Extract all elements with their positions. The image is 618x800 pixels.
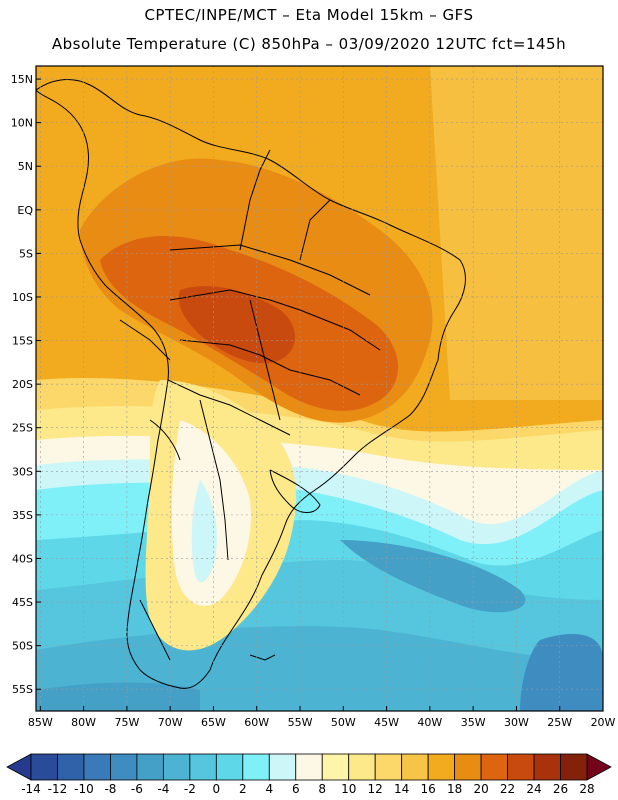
colorbar-swatch — [507, 753, 535, 781]
lat-tick-label: 5S — [19, 247, 33, 260]
colorbar-swatch — [268, 753, 297, 781]
chart-title-line1: CPTEC/INPE/MCT – Eta Model 15km – GFS — [144, 6, 474, 24]
lon-tick-label: 50W — [331, 716, 356, 729]
temperature-field — [36, 66, 603, 711]
colorbar-label: 0 — [213, 782, 221, 796]
lon-tick-label: 40W — [417, 716, 442, 729]
colorbar-label: 2 — [239, 782, 247, 796]
colorbar-label: 26 — [553, 782, 568, 796]
colorbar-swatch — [533, 753, 561, 781]
colorbar-swatch — [374, 753, 403, 781]
lon-tick-label: 55W — [288, 716, 313, 729]
colorbar-swatch — [401, 753, 429, 781]
colorbar-label: 4 — [265, 782, 273, 796]
colorbar-label: 6 — [292, 782, 300, 796]
lat-tick-label: 15N — [11, 73, 33, 86]
colorbar-swatch — [110, 753, 138, 781]
colorbar-label: 20 — [473, 782, 488, 796]
colorbar-swatch — [189, 753, 217, 781]
lat-tick-label: 25S — [12, 422, 33, 435]
lon-tick-label: 20W — [591, 716, 616, 729]
chart-title-line2: Absolute Temperature (C) 850hPa – 03/09/… — [51, 35, 567, 53]
lon-tick-label: 65W — [201, 716, 226, 729]
lat-tick-label: 5N — [18, 160, 33, 173]
lat-tick-label: 15S — [12, 335, 33, 348]
colorbar-swatch — [454, 753, 482, 781]
coastlines-borders — [36, 79, 466, 689]
lon-tick-label: 35W — [461, 716, 486, 729]
colorbar-label: 10 — [341, 782, 356, 796]
lon-tick-label: 60W — [244, 716, 269, 729]
colorbar-label: -8 — [104, 782, 116, 796]
colorbar-label: 24 — [526, 782, 541, 796]
colorbar-label: 14 — [394, 782, 409, 796]
colorbar-label: -4 — [157, 782, 169, 796]
lat-tick-label: 55S — [12, 683, 33, 696]
temperature-map: 15N 10N 5N EQ 5S 10S 15S 20S 25S 30S 35S 40S 45S 50S 5… — [11, 65, 616, 729]
colorbar-swatch — [57, 753, 85, 781]
lon-tick-label: 25W — [547, 716, 572, 729]
colorbar-swatch — [242, 753, 270, 781]
colorbar-label: 8 — [318, 782, 326, 796]
map-frame — [35, 65, 604, 712]
colorbar-swatch — [560, 753, 588, 781]
lat-tick-label: 45S — [12, 596, 33, 609]
colorbar-swatch — [480, 753, 508, 781]
lon-tick-label: 80W — [71, 716, 96, 729]
colorbar-swatch — [83, 753, 111, 781]
lat-tick-label: 20S — [12, 378, 33, 391]
lon-tick-label: 30W — [504, 716, 529, 729]
lat-tick-label: 10S — [12, 291, 33, 304]
colorbar-swatch — [162, 753, 191, 781]
colorbar-high-arrow — [586, 753, 612, 781]
colorbar-swatch — [295, 753, 323, 781]
lat-tick-label: 10N — [11, 117, 33, 130]
colorbar-swatch — [136, 753, 164, 781]
longitude-axis: 85W 80W 75W 70W 65W 60W 55W 50W 45W 40W 35W 30W 25W 2… — [28, 706, 616, 729]
colorbar-swatch — [348, 753, 376, 781]
colorbar-label: -12 — [48, 782, 68, 796]
lon-tick-label: 75W — [114, 716, 139, 729]
lon-tick-label: 45W — [374, 716, 399, 729]
colorbar-label: 18 — [447, 782, 462, 796]
lon-tick-label: 85W — [28, 716, 53, 729]
lat-tick-label: 50S — [12, 640, 33, 653]
colorbar-label: -10 — [74, 782, 94, 796]
colorbar-swatch — [321, 753, 350, 781]
colorbar: -14 -12 -10 -8 -6 -4 -2 0 2 4 6 8 10 12 14 16 18 20 22 24 26… — [6, 753, 612, 796]
lat-tick-label: 30S — [12, 465, 33, 478]
colorbar-swatch — [427, 753, 456, 781]
colorbar-swatch — [30, 753, 58, 781]
lat-tick-label: 40S — [12, 552, 33, 565]
colorbar-label: 12 — [368, 782, 383, 796]
latitude-axis: 15N 10N 5N EQ 5S 10S 15S 20S 25S 30S 35S 40S 45S 50S 5… — [11, 73, 41, 696]
colorbar-label: -6 — [131, 782, 143, 796]
colorbar-low-arrow — [6, 753, 32, 781]
colorbar-label: 28 — [579, 782, 594, 796]
lon-tick-label: 70W — [158, 716, 183, 729]
lat-tick-label: 35S — [12, 509, 33, 522]
colorbar-label: -2 — [184, 782, 196, 796]
colorbar-label: 16 — [421, 782, 436, 796]
lat-tick-label: EQ — [17, 204, 33, 217]
colorbar-swatch — [215, 753, 244, 781]
colorbar-label: 22 — [500, 782, 515, 796]
colorbar-label: -14 — [21, 782, 41, 796]
